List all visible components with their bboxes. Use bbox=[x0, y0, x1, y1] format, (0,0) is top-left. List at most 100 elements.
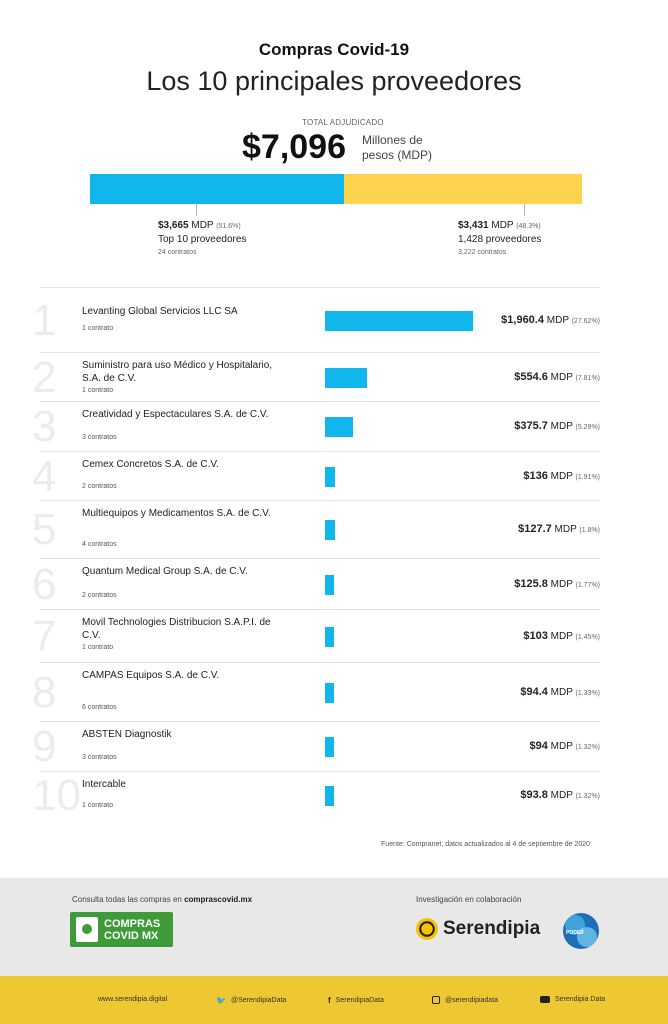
amount-pct: (1.8%) bbox=[579, 527, 600, 534]
rank-number: 4 bbox=[32, 451, 57, 501]
poder-logo[interactable] bbox=[563, 913, 599, 949]
logo-line1: COMPRAS bbox=[104, 917, 161, 930]
amount-pct: (1.77%) bbox=[575, 581, 600, 589]
facebook-link[interactable]: f SerendipiaData bbox=[328, 996, 384, 1005]
web-link[interactable]: www.serendipia.digital bbox=[98, 996, 168, 1003]
table-row: 6 Quantum Medical Group S.A. de C.V. 2 con… bbox=[32, 558, 600, 609]
youtube-icon bbox=[540, 996, 550, 1003]
amount-unit: MDP bbox=[550, 470, 573, 482]
rank-number: 6 bbox=[32, 559, 57, 609]
rank-number: 7 bbox=[32, 611, 57, 661]
contract-count: 2 contratos bbox=[82, 592, 117, 599]
rank-number: 10 bbox=[32, 771, 81, 820]
amount-unit: MDP bbox=[554, 524, 577, 535]
split-tick-right bbox=[524, 204, 525, 216]
split-right-unit: MDP bbox=[491, 220, 514, 231]
amount-label: $93.8 MDP (1.32%) bbox=[520, 789, 600, 801]
table-row: 10 Intercable 1 contrato $93.8 MDP (1.32%) bbox=[32, 771, 600, 819]
amount-value: $127.7 bbox=[518, 523, 552, 535]
split-bar-top10 bbox=[90, 174, 345, 204]
amount-unit: MDP bbox=[550, 578, 573, 590]
split-left-pct: (51.6%) bbox=[216, 223, 241, 230]
supplier-name: Intercable bbox=[82, 779, 126, 790]
consulta-text: Consulta todas las compras en comprascov… bbox=[72, 895, 253, 904]
supplier-name: CAMPAS Equipos S.A. de C.V. bbox=[82, 670, 220, 681]
amount-pct: (1.33%) bbox=[575, 689, 600, 697]
supplier-name: Movil Technologies Distribucion S.A.P.I.… bbox=[82, 617, 271, 641]
contract-count: 3 contratos bbox=[82, 754, 117, 761]
supplier-name: Quantum Medical Group S.A. de C.V. bbox=[82, 566, 248, 577]
amount-value: $125.8 bbox=[514, 577, 548, 590]
rank-number: 1 bbox=[32, 295, 57, 345]
value-bar bbox=[325, 310, 473, 331]
split-right-label: 1,428 proveedores bbox=[458, 234, 542, 245]
amount-label: $103 MDP (1.45%) bbox=[523, 630, 600, 642]
total-label: TOTAL ADJUDICADO bbox=[302, 118, 384, 127]
amount-pct: (5.29%) bbox=[575, 424, 600, 431]
rank-number: 3 bbox=[32, 402, 57, 451]
amount-value: $94 bbox=[529, 740, 548, 752]
supplier-name: Creatividad y Espectaculares S.A. de C.V… bbox=[82, 409, 269, 420]
virus-icon bbox=[76, 917, 98, 942]
table-row: 3 Creatividad y Espectaculares S.A. de C.… bbox=[32, 401, 600, 451]
investigacion-label: Investigación en colaboración bbox=[416, 895, 522, 904]
split-right-pct: (48.3%) bbox=[516, 223, 541, 230]
consulta-link[interactable]: comprascovid.mx bbox=[184, 895, 253, 904]
contract-count: 4 contratos bbox=[82, 541, 117, 548]
contract-count: 2 contratos bbox=[82, 483, 117, 490]
amount-label: $94.4 MDP (1.33%) bbox=[520, 686, 600, 698]
table-row: 8 CAMPAS Equipos S.A. de C.V. 6 contratos $… bbox=[32, 662, 600, 721]
split-tick-left bbox=[196, 204, 197, 216]
split-bar-others bbox=[344, 174, 582, 204]
split-left-value: $3,665 bbox=[158, 220, 189, 231]
split-bar bbox=[90, 174, 582, 204]
table-row: 9 ABSTEN Diagnostik 3 contratos $94 MDP (1.… bbox=[32, 721, 600, 771]
supplier-name: Levanting Global Servicios LLC SA bbox=[82, 306, 238, 317]
instagram-icon bbox=[432, 996, 440, 1004]
value-bar bbox=[325, 786, 334, 806]
value-bar bbox=[325, 626, 334, 647]
split-left-contracts: 24 contratos bbox=[158, 249, 197, 256]
comprascovid-logo[interactable]: COMPRAS COVID MX bbox=[70, 912, 173, 947]
amount-unit: MDP bbox=[550, 421, 573, 432]
value-bar bbox=[325, 682, 334, 703]
contract-count: 6 contratos bbox=[82, 704, 117, 711]
amount-pct: (1.91%) bbox=[575, 473, 600, 481]
supplier-name: Cemex Concretos S.A. de C.V. bbox=[82, 459, 219, 470]
source-note: Fuente: Compranet, datos actualizados al… bbox=[381, 841, 590, 848]
supplier-name: ABSTEN Diagnostik bbox=[82, 729, 172, 740]
amount-unit: MDP bbox=[550, 630, 573, 642]
amount-unit: MDP bbox=[550, 741, 573, 752]
amount-unit: MDP bbox=[550, 790, 573, 801]
total-unit: Millones de pesos (MDP) bbox=[362, 133, 433, 162]
value-bar bbox=[325, 737, 334, 757]
table-row: 5 Multiequipos y Medicamentos S.A. de C.V… bbox=[32, 500, 600, 558]
split-right-value: $3,431 bbox=[458, 220, 489, 231]
split-info-others: $3,431 MDP (48.3%) 1,428 proveedores 3,2… bbox=[458, 219, 541, 259]
serendipia-logo[interactable]: Serendipia bbox=[416, 918, 540, 940]
amount-pct: (7.81%) bbox=[575, 374, 600, 382]
amount-pct: (1.32%) bbox=[575, 793, 600, 800]
twitter-link[interactable]: 🐦 @SerendipiaData bbox=[216, 996, 287, 1005]
split-right-contracts: 3,222 contratos bbox=[458, 249, 507, 256]
instagram-link[interactable]: @serendipiadata bbox=[432, 996, 498, 1004]
poder-label: PODER bbox=[566, 930, 584, 936]
split-left-label: Top 10 proveedores bbox=[158, 234, 247, 245]
amount-label: $375.7 MDP (5.29%) bbox=[514, 420, 600, 432]
amount-label: $1,960.4 MDP (27.62%) bbox=[501, 314, 600, 326]
amount-label: $94 MDP (1.32%) bbox=[530, 740, 600, 752]
contract-count: 1 contrato bbox=[82, 802, 114, 809]
contract-count: 3 contratos bbox=[82, 434, 117, 441]
amount-label: $136 MDP (1.91%) bbox=[523, 470, 600, 482]
amount-pct: (1.45%) bbox=[575, 633, 600, 641]
contract-count: 1 contrato bbox=[82, 387, 114, 394]
supplier-name: Multiequipos y Medicamentos S.A. de C.V. bbox=[82, 508, 271, 519]
footer-social bbox=[0, 976, 668, 1024]
supplier-name: Suministro para uso Médico y Hospitalari… bbox=[82, 360, 273, 384]
youtube-link[interactable]: Serendipia Data bbox=[540, 996, 605, 1003]
serendipia-wordmark: Serendipia bbox=[443, 918, 541, 939]
page-title: Los 10 principales proveedores bbox=[146, 66, 522, 96]
logo-line2: COVID MX bbox=[104, 929, 159, 942]
amount-unit: MDP bbox=[546, 314, 569, 326]
split-info-top10: $3,665 MDP (51.6%) Top 10 proveedores 24… bbox=[158, 219, 246, 259]
